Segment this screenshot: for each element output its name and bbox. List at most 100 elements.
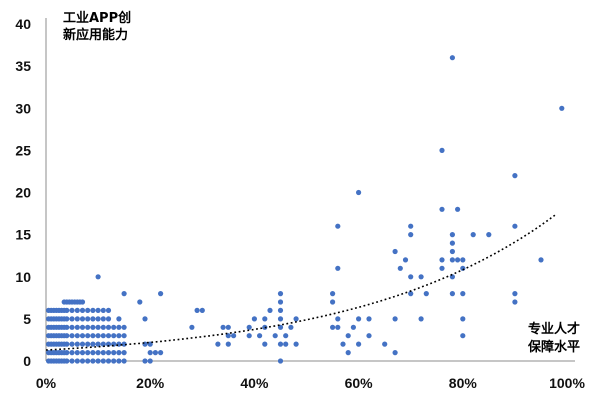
data-point xyxy=(121,333,127,339)
data-point xyxy=(512,291,518,297)
data-point xyxy=(100,307,106,313)
x-axis-label-line-2: 保障水平 xyxy=(527,339,580,355)
y-tick-label: 35 xyxy=(15,58,31,74)
data-point xyxy=(439,257,445,263)
data-point xyxy=(121,324,127,330)
data-point xyxy=(330,291,336,297)
data-point xyxy=(100,333,106,339)
data-point xyxy=(272,333,278,339)
y-tick-label: 40 xyxy=(15,16,31,32)
data-point xyxy=(69,324,75,330)
data-point xyxy=(95,274,101,280)
data-point xyxy=(392,350,398,356)
data-point xyxy=(79,341,86,347)
data-point xyxy=(147,358,153,364)
data-point xyxy=(74,333,80,339)
data-point xyxy=(90,307,96,313)
x-axis-tick-labels: 0% 20% 40% 60% 80% 100% xyxy=(36,375,586,391)
data-point xyxy=(95,316,101,322)
data-point xyxy=(277,358,284,364)
data-point xyxy=(449,240,455,246)
data-point xyxy=(116,333,122,339)
data-point xyxy=(418,274,424,280)
data-point xyxy=(262,341,268,347)
data-point xyxy=(460,316,466,322)
data-point xyxy=(340,341,346,347)
data-point xyxy=(449,232,455,238)
data-point xyxy=(95,324,101,330)
data-point xyxy=(121,358,127,364)
data-point xyxy=(345,350,351,356)
data-point xyxy=(69,307,75,313)
data-point xyxy=(449,248,455,255)
data-point xyxy=(69,358,75,364)
y-tick-label: 15 xyxy=(15,227,31,243)
data-point xyxy=(283,333,289,339)
data-point xyxy=(267,307,273,313)
data-point xyxy=(90,324,96,330)
data-point xyxy=(215,341,221,347)
data-point xyxy=(111,350,117,356)
data-point xyxy=(356,189,362,196)
y-tick-label: 10 xyxy=(15,269,31,285)
data-point xyxy=(460,291,466,297)
data-point xyxy=(231,333,237,339)
x-tick-label: 80% xyxy=(449,375,478,391)
data-point xyxy=(74,341,80,347)
data-point xyxy=(408,274,414,280)
data-point xyxy=(90,358,96,364)
data-point xyxy=(246,324,252,330)
data-point xyxy=(455,257,461,263)
data-point xyxy=(105,341,112,347)
data-point xyxy=(64,358,70,364)
x-axis-label-line-1: 专业人才 xyxy=(528,321,580,337)
data-point xyxy=(246,333,252,339)
data-point xyxy=(486,232,492,238)
data-point xyxy=(85,316,91,322)
data-point xyxy=(449,291,455,297)
data-point xyxy=(142,316,148,322)
x-tick-label: 60% xyxy=(345,375,374,391)
data-point xyxy=(111,324,117,330)
data-point xyxy=(455,206,461,212)
y-axis-label: 工业APP创 新应用能力 xyxy=(63,10,136,43)
data-point xyxy=(74,350,80,356)
data-point xyxy=(277,299,284,305)
y-axis-tick-labels: 0 5 10 15 20 25 30 35 40 xyxy=(15,16,31,369)
data-point xyxy=(439,265,445,271)
data-point xyxy=(64,333,70,339)
y-tick-label: 0 xyxy=(23,353,31,369)
data-point xyxy=(408,232,414,238)
data-point xyxy=(95,333,101,339)
data-point xyxy=(392,316,398,322)
data-point xyxy=(402,257,409,263)
data-point xyxy=(330,324,336,330)
data-point xyxy=(225,324,231,330)
x-tick-label: 100% xyxy=(549,375,585,391)
data-point xyxy=(116,350,122,356)
data-point xyxy=(199,307,205,313)
data-point xyxy=(142,358,148,364)
data-point xyxy=(147,350,153,356)
y-tick-label: 25 xyxy=(15,142,31,158)
data-point xyxy=(95,307,101,313)
data-point xyxy=(277,291,284,297)
y-axis-label-line-1: 工业APP创 xyxy=(63,10,131,26)
data-point xyxy=(64,341,70,347)
data-point xyxy=(121,350,127,356)
data-point xyxy=(288,324,294,330)
data-point xyxy=(257,333,263,339)
data-point xyxy=(100,358,106,364)
data-point xyxy=(335,316,341,322)
data-point xyxy=(350,324,356,330)
data-point xyxy=(95,341,101,347)
data-point xyxy=(64,350,70,356)
data-point xyxy=(277,307,284,313)
x-tick-label: 20% xyxy=(136,375,165,391)
data-point xyxy=(418,316,424,322)
data-point xyxy=(189,324,195,330)
data-point xyxy=(293,341,299,347)
data-point xyxy=(423,291,429,297)
data-point xyxy=(449,257,455,263)
